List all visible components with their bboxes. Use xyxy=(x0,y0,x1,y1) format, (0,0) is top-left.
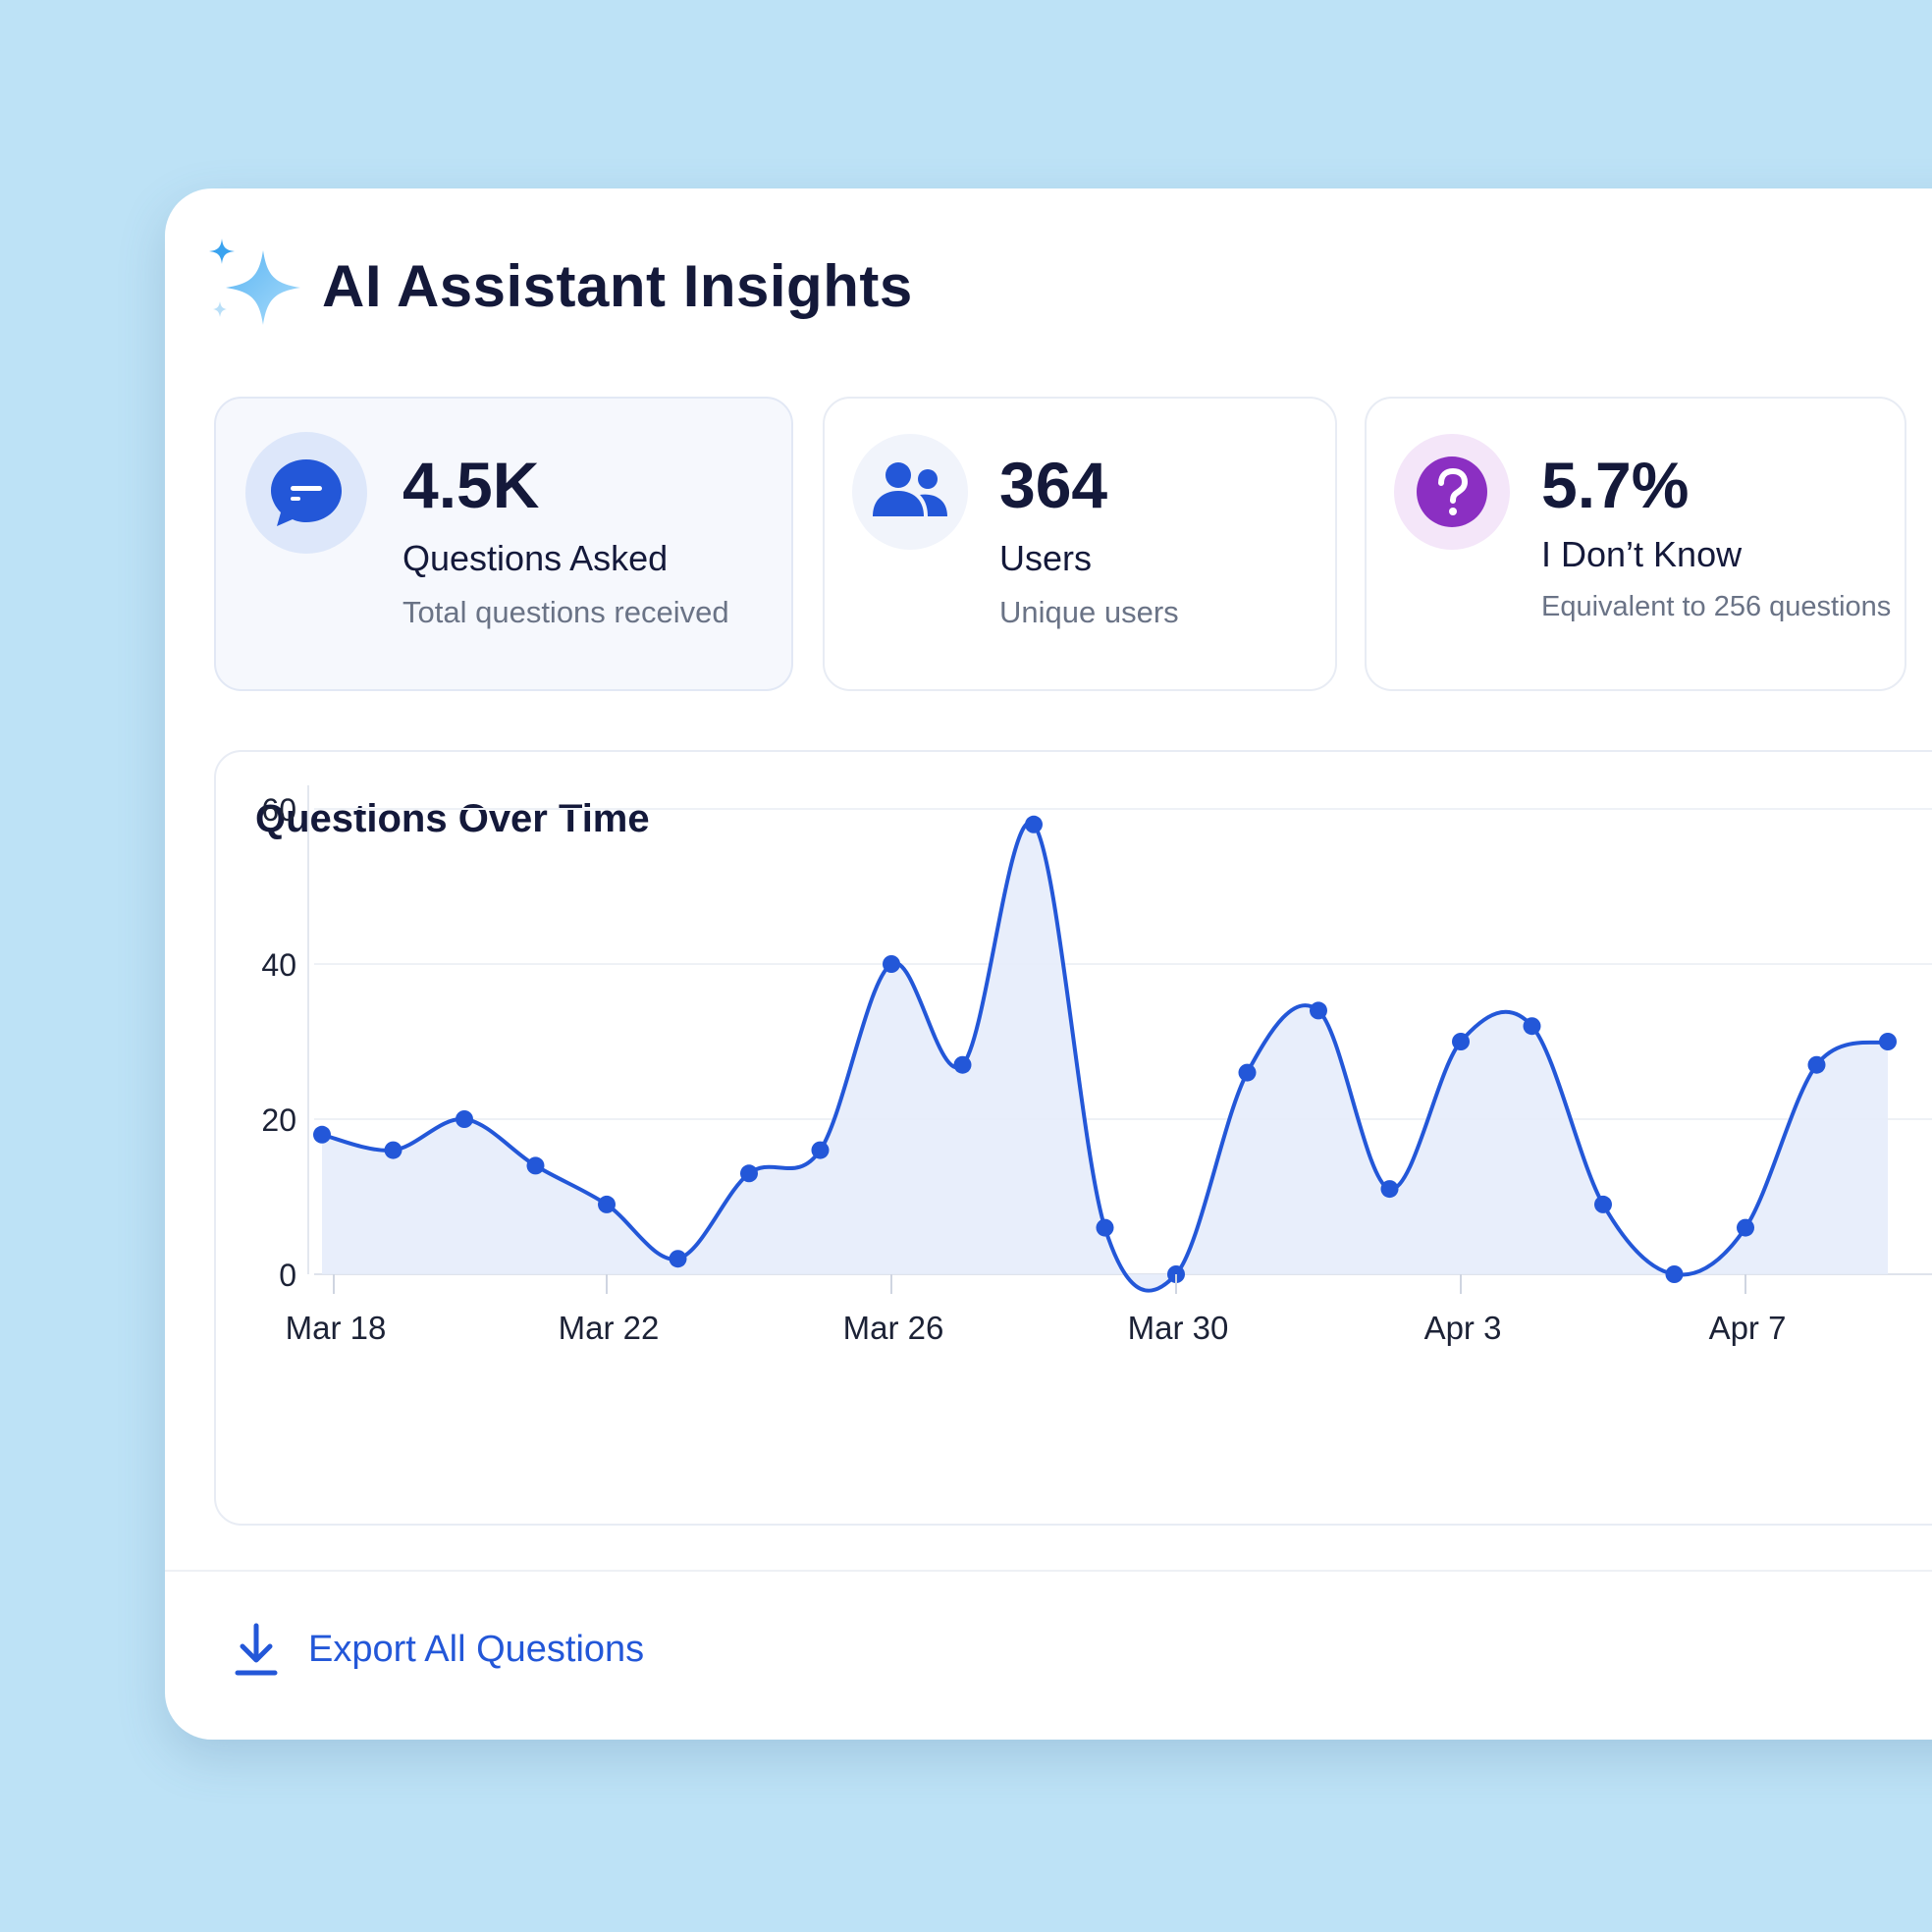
stat-label: Questions Asked xyxy=(402,538,669,578)
data-point xyxy=(456,1110,473,1128)
stat-label: I Don’t Know xyxy=(1541,534,1743,574)
x-tick-label: Mar 18 xyxy=(286,1310,387,1346)
users-icon xyxy=(873,462,947,516)
sparkle-icon xyxy=(206,237,304,335)
data-point xyxy=(883,955,900,973)
stat-card-users[interactable]: 364 Users Unique users xyxy=(823,397,1337,691)
data-point xyxy=(1310,1001,1327,1020)
data-point xyxy=(953,1055,972,1074)
chart-card: Questions Over Time 0 20 40 60 Mar 18 Mar 22 M… xyxy=(214,750,1932,1526)
data-point xyxy=(1238,1063,1257,1082)
download-icon xyxy=(235,1623,278,1676)
stat-value: 4.5K xyxy=(402,449,540,521)
stat-label: Users xyxy=(999,538,1093,578)
data-point xyxy=(1665,1265,1684,1283)
data-point xyxy=(1807,1055,1826,1074)
export-all-questions-link[interactable]: Export All Questions xyxy=(234,1622,644,1677)
x-tick-label: Mar 30 xyxy=(1128,1310,1229,1346)
export-label: Export All Questions xyxy=(308,1628,645,1670)
x-tick-label: Mar 26 xyxy=(843,1310,944,1346)
header: AI Assistant Insights xyxy=(206,232,913,340)
data-point xyxy=(1737,1218,1754,1237)
footer-divider xyxy=(165,1570,1932,1572)
chat-bubble-icon xyxy=(271,459,342,526)
data-point xyxy=(1879,1033,1897,1050)
x-tick-label: Apr 7 xyxy=(1709,1310,1787,1346)
y-tick-label: 20 xyxy=(261,1102,296,1138)
y-tick-label: 40 xyxy=(261,947,296,983)
stat-value: 5.7% xyxy=(1541,449,1690,521)
questions-over-time-chart: 0 20 40 60 Mar 18 Mar 22 Mar 26 Mar 30 Apr 3 Apr … xyxy=(261,785,1932,1346)
icon-circle xyxy=(1394,434,1510,550)
data-point xyxy=(740,1164,758,1183)
question-icon xyxy=(1417,456,1487,527)
x-tick-label: Mar 22 xyxy=(559,1310,660,1346)
stat-subtext: Equivalent to 256 questions xyxy=(1541,591,1892,622)
x-tick-label: Apr 3 xyxy=(1424,1310,1502,1346)
stat-subtext: Total questions received xyxy=(402,595,729,629)
data-point xyxy=(811,1141,830,1159)
data-point xyxy=(1380,1180,1399,1199)
insights-card: AI Assistant Insights 4.5K Questions Ask… xyxy=(165,188,1932,1740)
data-point xyxy=(598,1195,616,1213)
data-point xyxy=(313,1125,331,1144)
data-point xyxy=(1025,815,1043,833)
data-point xyxy=(1452,1033,1470,1050)
data-point xyxy=(1096,1218,1114,1237)
data-point xyxy=(1523,1017,1541,1036)
page-title: AI Assistant Insights xyxy=(322,252,913,319)
data-point xyxy=(1594,1195,1612,1213)
chart-title: Questions Over Time xyxy=(255,797,650,840)
stat-value: 364 xyxy=(999,449,1108,521)
stat-card-dont-know[interactable]: 5.7% I Don’t Know Equivalent to 256 ques… xyxy=(1365,397,1906,691)
data-point xyxy=(526,1156,545,1175)
stat-card-questions[interactable]: 4.5K Questions Asked Total questions rec… xyxy=(214,397,793,691)
icon-circle xyxy=(245,432,367,554)
icon-circle xyxy=(852,434,968,550)
y-tick-label: 60 xyxy=(261,792,296,828)
stat-subtext: Unique users xyxy=(999,595,1179,629)
data-point xyxy=(384,1141,402,1159)
y-tick-label: 0 xyxy=(279,1258,296,1293)
data-point xyxy=(669,1250,687,1268)
area-fill xyxy=(322,822,1888,1291)
